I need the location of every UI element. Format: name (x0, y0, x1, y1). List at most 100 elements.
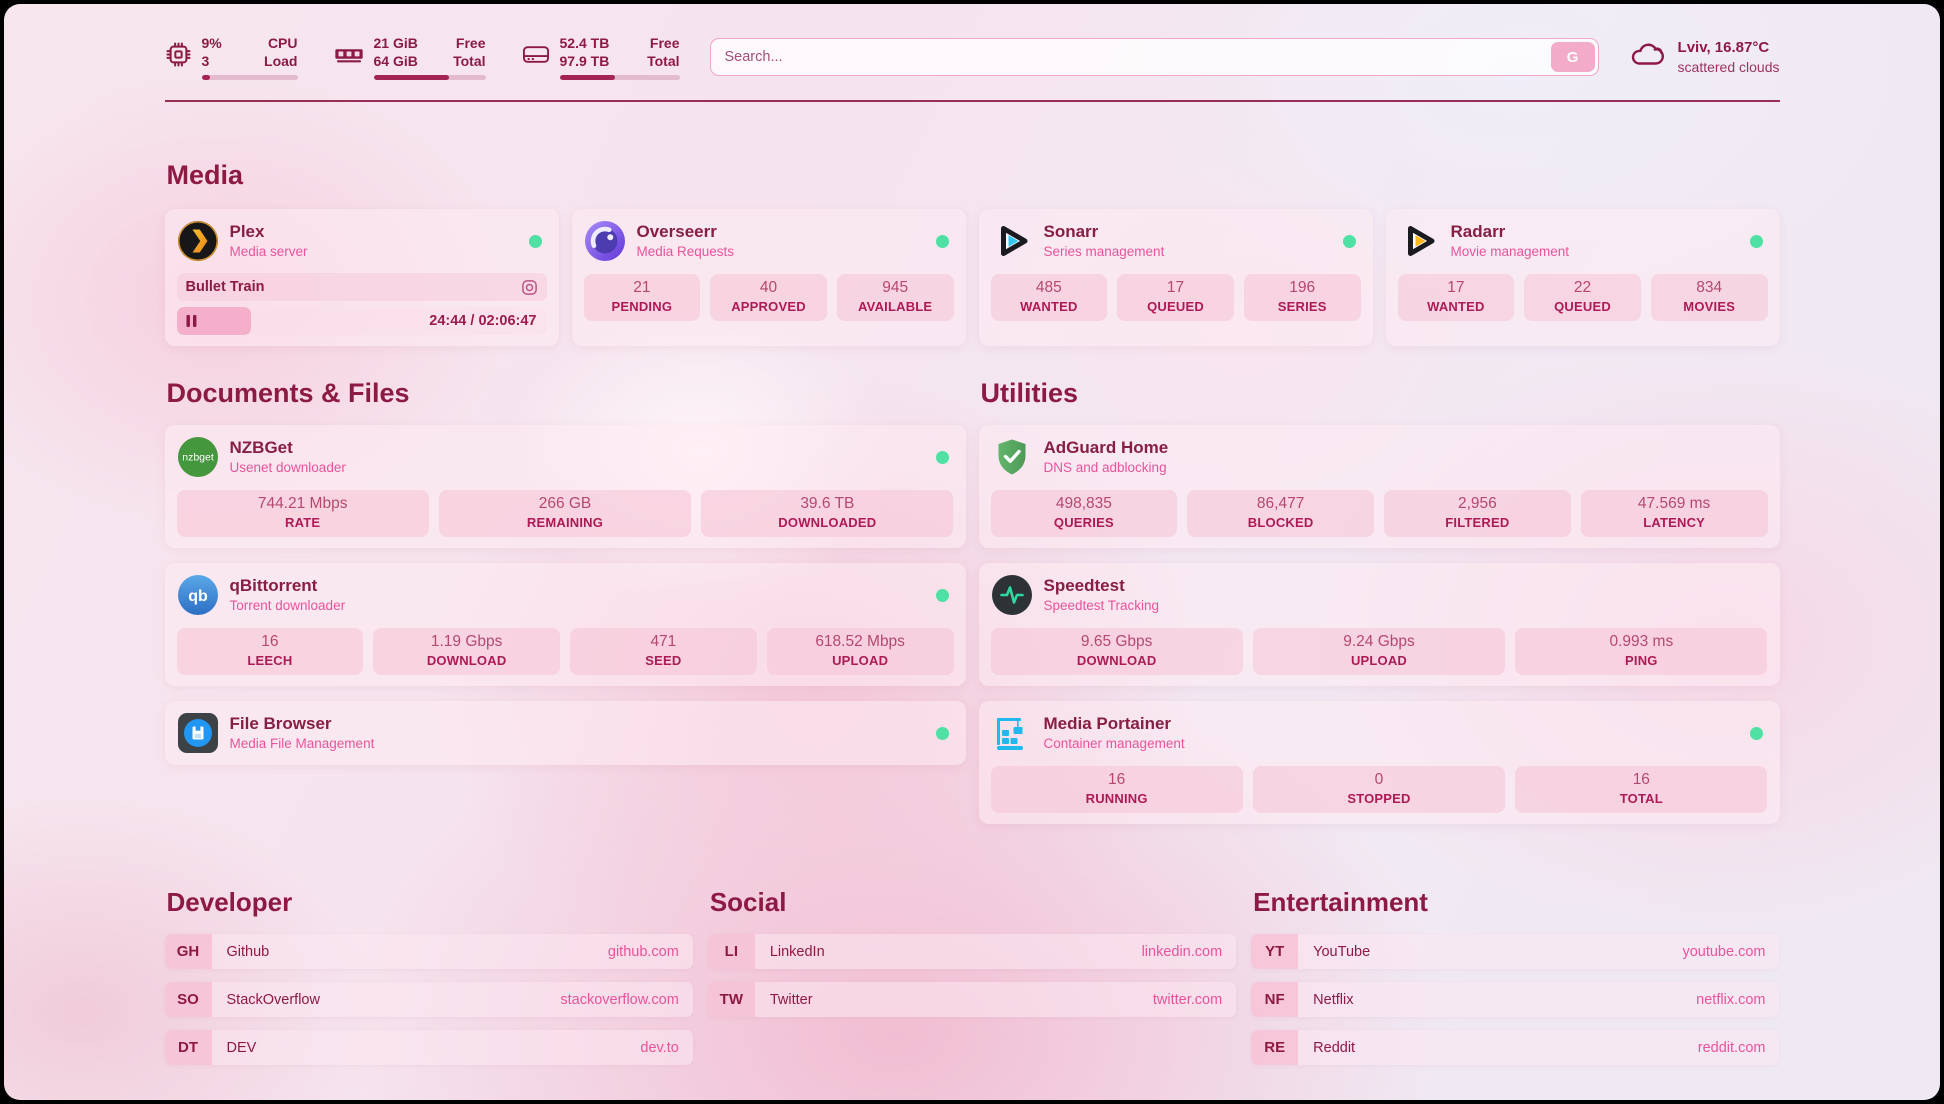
link-name: Netflix (1313, 991, 1354, 1008)
nzbget-card[interactable]: nzbget NZBGet Usenet downloader 744.21 M… (164, 425, 966, 549)
link-abbr: GH (164, 934, 212, 970)
link-name: Reddit (1313, 1039, 1356, 1056)
link-linkedin[interactable]: LI LinkedIn linkedin.com (707, 934, 1237, 970)
link-abbr: DT (164, 1030, 212, 1066)
cpu-labels: CPU Load (264, 35, 298, 70)
stat-box: 16 RUNNING (990, 766, 1243, 814)
utilities-column: Utilities AdGuard Home DNS and adblockin… (978, 378, 1780, 839)
app-name: qBittorrent (229, 576, 318, 596)
documents-column: Documents & Files nzbget NZBGet Usenet d… (164, 378, 966, 780)
qbittorrent-card[interactable]: qb qBittorrent Torrent downloader 16 LEEC… (164, 563, 966, 687)
app-name: File Browser (229, 714, 332, 734)
stat-box: 86,477 BLOCKED (1187, 490, 1374, 538)
stat-box: 17 QUEUED (1117, 274, 1234, 322)
portainer-card[interactable]: Media Portainer Container management 16 R… (978, 701, 1780, 825)
media-grid: Plex Media server Bullet Train 24:44 / 0… (164, 209, 1780, 347)
ram-values: 21 GiB 64 GiB (373, 35, 418, 70)
status-indicator (935, 450, 949, 464)
stat-box: 485 WANTED (990, 274, 1108, 322)
sonarr-icon (991, 220, 1033, 262)
app-subtitle: Media Requests (636, 244, 735, 260)
developer-section: Developer GH Github github.com SO StackO… (164, 887, 693, 1078)
speedtest-card[interactable]: Speedtest Speedtest Tracking 9.65 Gbps DO… (978, 563, 1780, 687)
app-subtitle: Speedtest Tracking (1043, 598, 1160, 614)
stat-box: 16 LEECH (176, 628, 364, 676)
filebrowser-card[interactable]: File Browser Media File Management (164, 701, 966, 766)
nzbget-icon: nzbget (177, 436, 219, 478)
link-reddit[interactable]: RE Reddit reddit.com (1251, 1030, 1780, 1066)
link-name: Twitter (769, 991, 813, 1008)
social-section: Social LI LinkedIn linkedin.com TW Twitt… (707, 887, 1237, 1078)
disk-widget: 52.4 TB 97.9 TB Free Total (522, 34, 680, 81)
stat-box: 945 AVAILABLE (836, 274, 954, 322)
stat-box: 498,835 QUERIES (990, 490, 1178, 538)
link-twitter[interactable]: TW Twitter twitter.com (707, 982, 1237, 1018)
app-subtitle: Series management (1043, 244, 1165, 260)
media-type-icon (521, 279, 538, 296)
now-playing-title: Bullet Train (185, 279, 265, 296)
cpu-progress-bar (201, 75, 298, 81)
app-subtitle: Usenet downloader (229, 460, 346, 476)
radarr-icon (1398, 220, 1440, 262)
section-title-entertainment: Entertainment (1253, 887, 1428, 918)
link-name: YouTube (1313, 943, 1371, 960)
status-indicator (935, 234, 949, 248)
sonarr-card[interactable]: Sonarr Series management 485 WANTED 17 QUE… (978, 209, 1373, 347)
entertainment-section: Entertainment YT YouTube youtube.com NF … (1251, 887, 1780, 1078)
link-netflix[interactable]: NF Netflix netflix.com (1251, 982, 1780, 1018)
link-url: stackoverflow.com (560, 991, 679, 1008)
speedtest-icon (991, 574, 1033, 616)
link-abbr: SO (164, 982, 212, 1018)
link-name: LinkedIn (769, 943, 825, 960)
adguard-card[interactable]: AdGuard Home DNS and adblocking 498,835 Q… (978, 425, 1780, 549)
link-url: youtube.com (1682, 943, 1766, 960)
app-subtitle: Media server (229, 244, 308, 260)
link-name: DEV (226, 1039, 257, 1056)
google-search-button[interactable]: G (1550, 42, 1595, 73)
playback-time: 24:44 / 02:06:47 (429, 313, 537, 330)
system-stats: 9% 3 CPU Load 21 GiB 64 GiB Free Tot (165, 34, 680, 81)
link-youtube[interactable]: YT YouTube youtube.com (1251, 934, 1780, 970)
app-name: Overseerr (636, 222, 717, 242)
link-dev[interactable]: DT DEV dev.to (164, 1030, 693, 1066)
top-bar: 9% 3 CPU Load 21 GiB 64 GiB Free Tot (165, 34, 1780, 81)
link-name: Github (226, 943, 270, 960)
stat-box: 266 GB REMAINING (438, 490, 692, 538)
plex-card[interactable]: Plex Media server Bullet Train 24:44 / 0… (164, 209, 559, 347)
search-input[interactable] (709, 38, 1599, 77)
stat-box: 17 WANTED (1397, 274, 1515, 322)
stat-box: 196 SERIES (1243, 274, 1361, 322)
status-indicator (1749, 726, 1763, 740)
stat-box: 47.569 ms LATENCY (1580, 490, 1768, 538)
link-url: reddit.com (1697, 1039, 1766, 1056)
stat-box: 471 SEED (570, 628, 757, 676)
dashboard-screen: 9% 3 CPU Load 21 GiB 64 GiB Free Tot (4, 4, 1940, 1100)
app-name: Media Portainer (1043, 714, 1172, 734)
status-indicator (935, 726, 949, 740)
pause-icon[interactable] (186, 315, 197, 328)
stat-box: 0.993 ms PING (1515, 628, 1768, 676)
app-subtitle: Torrent downloader (229, 598, 346, 614)
adguard-icon (991, 436, 1033, 478)
disk-values: 52.4 TB 97.9 TB (559, 35, 610, 70)
cpu-widget: 9% 3 CPU Load (165, 34, 298, 81)
section-title-social: Social (709, 887, 787, 918)
disk-labels: Free Total (647, 35, 680, 70)
app-subtitle: DNS and adblocking (1043, 460, 1167, 476)
link-url: twitter.com (1152, 991, 1223, 1008)
stat-box: 16 TOTAL (1515, 766, 1768, 814)
ram-widget: 21 GiB 64 GiB Free Total (334, 34, 486, 81)
link-stackoverflow[interactable]: SO StackOverflow stackoverflow.com (164, 982, 693, 1018)
link-url: github.com (607, 943, 679, 960)
overseerr-icon (584, 220, 626, 262)
status-indicator (935, 588, 949, 602)
overseerr-card[interactable]: Overseerr Media Requests 21 PENDING 40 APP… (571, 209, 966, 347)
link-name: StackOverflow (226, 991, 320, 1008)
app-subtitle: Movie management (1450, 244, 1570, 260)
link-abbr: LI (707, 934, 755, 970)
app-name: Speedtest (1043, 576, 1125, 596)
stat-box: 9.65 Gbps DOWNLOAD (990, 628, 1243, 676)
stat-box: 39.6 TB DOWNLOADED (701, 490, 954, 538)
link-github[interactable]: GH Github github.com (164, 934, 693, 970)
radarr-card[interactable]: Radarr Movie management 17 WANTED 22 QUEUE… (1385, 209, 1780, 347)
